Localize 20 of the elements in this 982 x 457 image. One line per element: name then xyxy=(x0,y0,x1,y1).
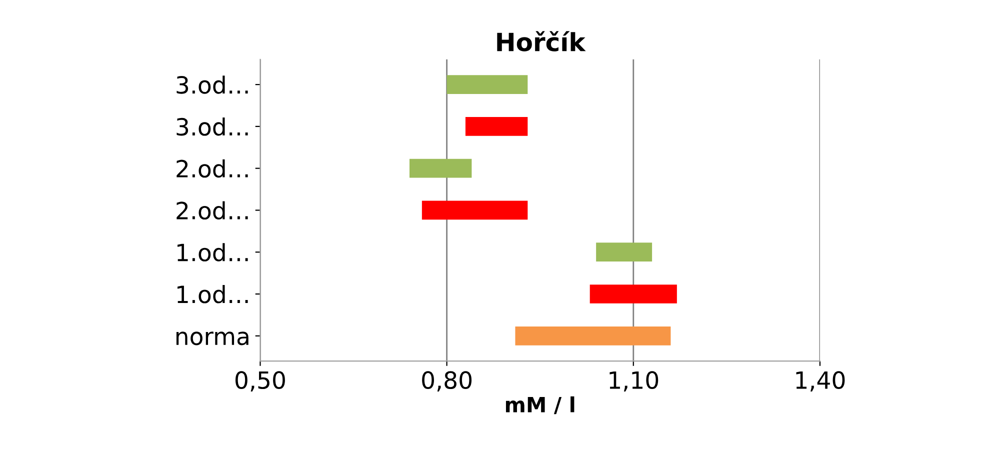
x-axis-title: mM / l xyxy=(506,396,574,414)
bar xyxy=(590,284,677,304)
chart-title: Hořčík xyxy=(497,31,586,52)
bar xyxy=(515,326,671,346)
bar xyxy=(446,75,528,94)
y-tick-label: 2.od… xyxy=(176,201,248,220)
x-tick-label: 1,40 xyxy=(796,371,845,392)
bar xyxy=(465,117,528,136)
bar xyxy=(409,158,472,178)
y-tick-label: norma xyxy=(176,332,248,346)
y-tick-label: 1.od… xyxy=(178,243,248,262)
bar xyxy=(596,242,652,262)
y-tick-label: 3.od… xyxy=(176,117,248,136)
x-tick-label: 1,10 xyxy=(610,371,658,392)
y-tick-label: 3.od… xyxy=(176,76,248,94)
bar xyxy=(422,200,528,220)
x-tick-label: 0,80 xyxy=(422,371,472,392)
y-tick-label: 1.od… xyxy=(178,285,248,304)
y-tick-label: 2.od… xyxy=(176,159,248,178)
x-tick-label: 0,50 xyxy=(236,371,285,392)
